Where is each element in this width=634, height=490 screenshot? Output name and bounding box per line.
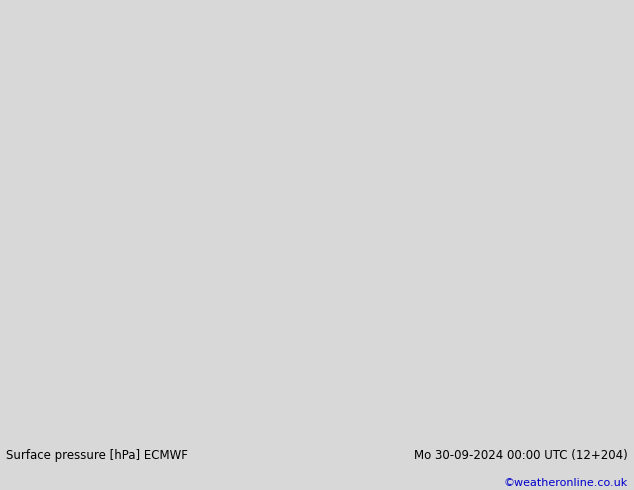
- Text: Surface pressure [hPa] ECMWF: Surface pressure [hPa] ECMWF: [6, 448, 188, 462]
- Text: Mo 30-09-2024 00:00 UTC (12+204): Mo 30-09-2024 00:00 UTC (12+204): [414, 448, 628, 462]
- Text: ©weatheronline.co.uk: ©weatheronline.co.uk: [503, 478, 628, 488]
